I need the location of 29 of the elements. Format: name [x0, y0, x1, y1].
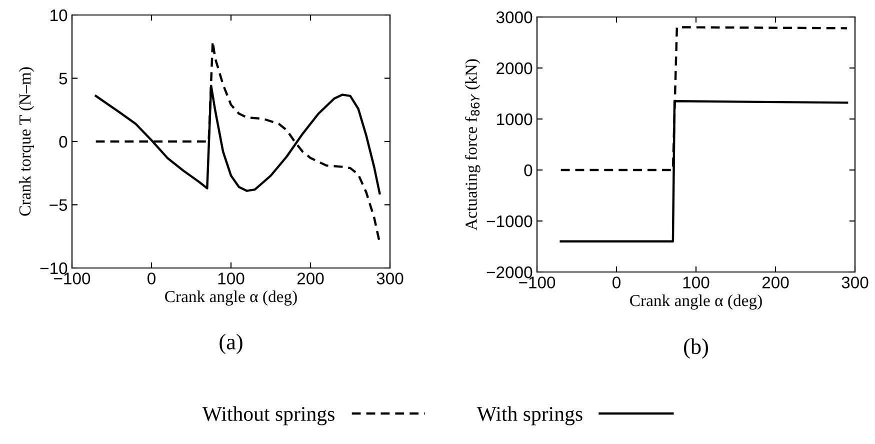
legend-label: Without springs: [202, 406, 334, 426]
y-tick-label: 2000: [496, 62, 532, 74]
x-tick-label: 300: [842, 276, 868, 288]
text: (a): [220, 334, 242, 354]
y-tick-label: 10: [50, 9, 68, 22]
x-tick-label: 300: [376, 272, 404, 284]
y-axis-title: Actuating force f$_{86Y}$ (kN): [464, 59, 480, 230]
y-tick-label: 5: [59, 72, 68, 84]
x-tick-label: −100: [519, 276, 556, 288]
x-tick-label: 100: [218, 272, 244, 284]
y-axis-title: Crank torque T (N–m): [18, 67, 34, 216]
x-axis-title: Crank angle α (deg): [165, 290, 297, 306]
x-tick-label: 100: [683, 276, 710, 288]
x-tick-label: 0: [612, 276, 620, 288]
y-tick-label: 1000: [497, 113, 532, 126]
y-tick-label: 0: [59, 136, 68, 148]
x-tick-label: 200: [762, 276, 789, 288]
y-tick-label: −1000: [486, 215, 532, 228]
legend-label: With springs: [476, 406, 582, 426]
y-tick-label: 0: [524, 164, 532, 176]
y-tick-label: 3000: [496, 11, 532, 24]
x-tick-label: 200: [297, 272, 324, 284]
y-tick-label: −2000: [486, 266, 532, 278]
x-axis-title: Crank angle α (deg): [630, 294, 762, 310]
x-tick-label: −100: [54, 272, 90, 284]
y-tick-label: −5: [50, 199, 68, 211]
x-tick-label: 0: [148, 272, 156, 284]
y-tick-label: −10: [40, 262, 68, 274]
text: (b): [684, 338, 708, 359]
